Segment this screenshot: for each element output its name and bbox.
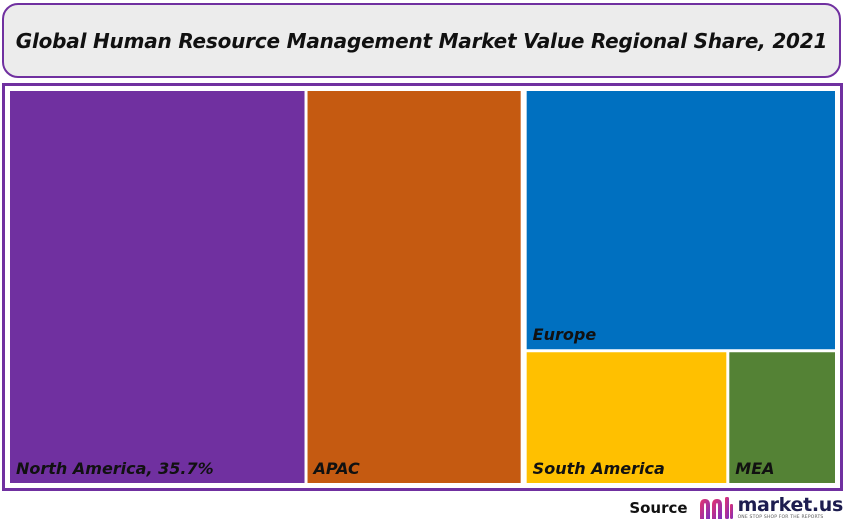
source-label: Source: [629, 499, 688, 517]
treemap-tile-apac: [307, 91, 521, 483]
treemap-label-south-america: South America: [533, 459, 665, 478]
logo-tagline: ONE STOP SHOP FOR THE REPORTS: [737, 514, 824, 520]
treemap-frame: North America, 35.7% APAC Europe South Amer…: [2, 83, 843, 491]
chart-title: Global Human Resource Management Market …: [15, 28, 828, 53]
treemap-chart: North America, 35.7% APAC Europe South Amer…: [10, 91, 835, 483]
treemap-tile-mea: [729, 352, 835, 483]
market-us-logo-icon: [699, 497, 733, 519]
logo-wordmark: market.us: [737, 493, 844, 516]
treemap-label-north-america: North America, 35.7%: [16, 459, 214, 478]
treemap-tile-south-america: [526, 352, 727, 483]
treemap-tile-north-america: [10, 91, 305, 483]
treemap-tile-europe: [526, 91, 835, 350]
treemap-label-europe: Europe: [533, 325, 597, 344]
treemap-label-apac: APAC: [312, 459, 361, 478]
treemap-label-mea: MEA: [735, 459, 774, 478]
source-attribution: Source market.us ONE STOP SHOP FOR THE R…: [629, 494, 843, 522]
chart-title-box: Global Human Resource Management Market …: [2, 3, 841, 78]
logo-text-block: market.us ONE STOP SHOP FOR THE REPORTS: [737, 493, 844, 521]
